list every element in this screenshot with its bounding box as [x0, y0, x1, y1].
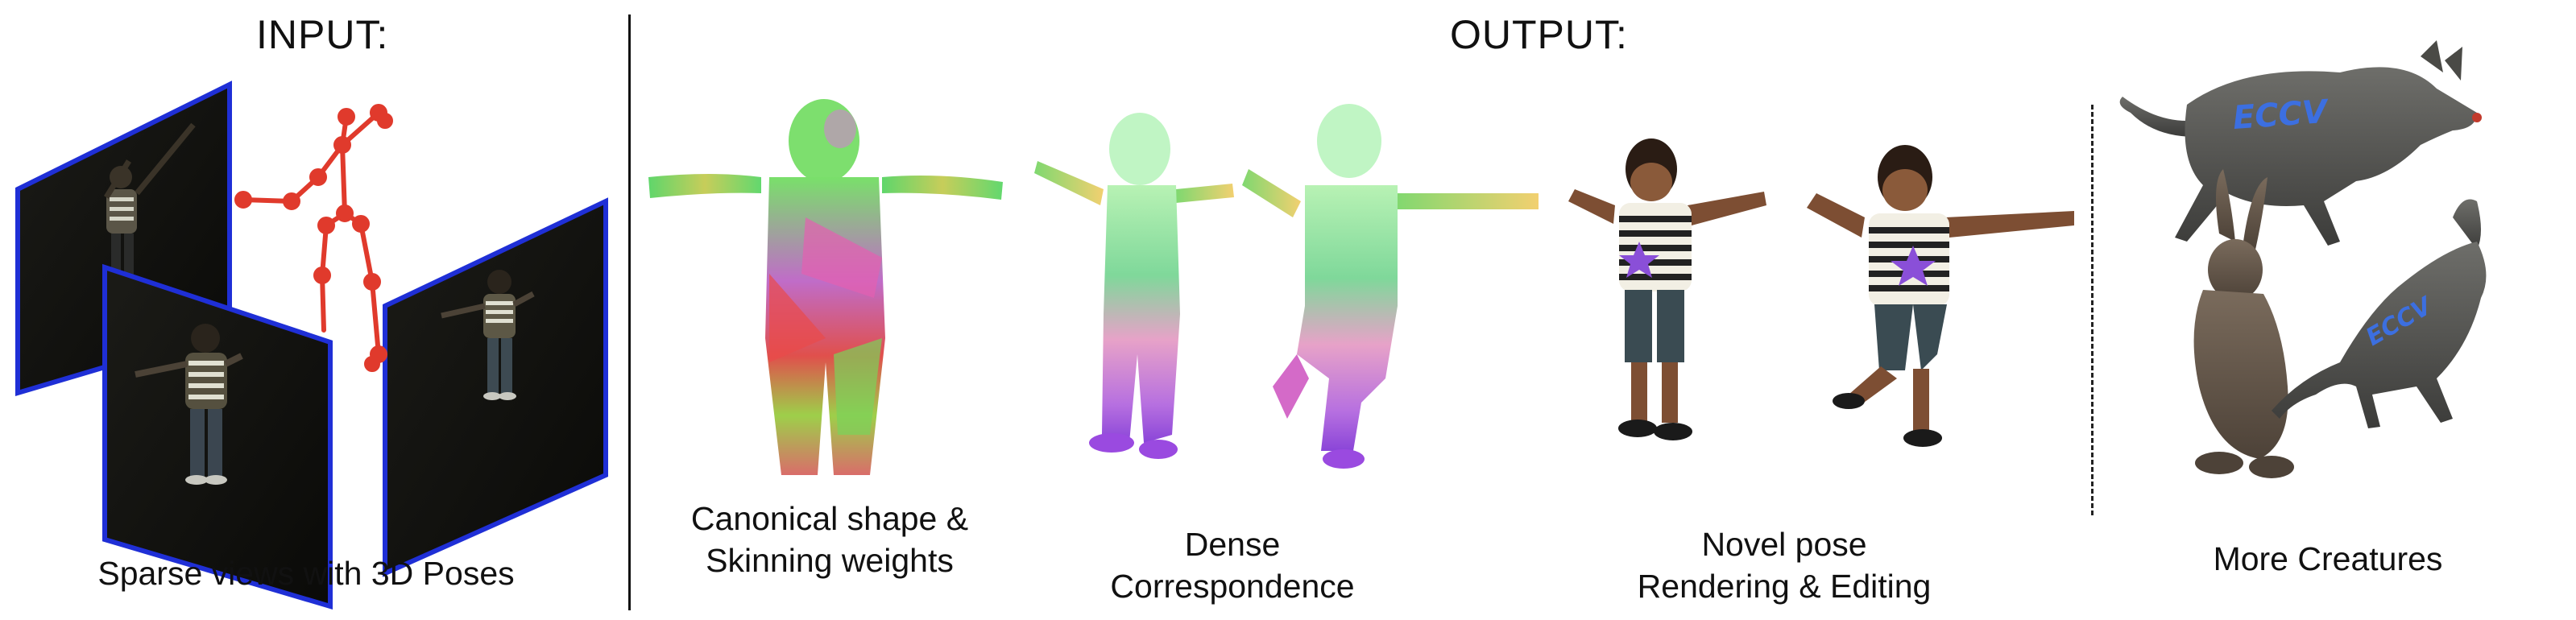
canonical-shape-figure — [648, 99, 1003, 475]
caption-canonical-line2: Skinning weights — [706, 542, 954, 579]
caption-dense-line1: Dense — [1184, 526, 1281, 563]
caption-novel-pose: Novel pose Rendering & Editing — [1599, 523, 1969, 607]
3d-pose-skeleton — [234, 104, 393, 372]
camera-view-right — [383, 197, 608, 577]
wolf-eccv-decal: ECCV — [2231, 93, 2330, 137]
dense-correspondence-figure — [1034, 104, 1539, 469]
caption-canonical-shape: Canonical shape & Skinning weights — [636, 498, 1023, 581]
caption-canonical-line1: Canonical shape & — [690, 500, 969, 537]
caption-dense-correspondence: Dense Correspondence — [1071, 523, 1394, 607]
small-dog-model: ECCV — [2272, 199, 2487, 428]
rabbit-model — [2193, 169, 2294, 478]
dashed-divider — [2091, 105, 2094, 515]
novel-pose-figure — [1568, 138, 2074, 447]
wolf-model: ECCV — [2119, 40, 2482, 246]
output-header: OUTPUT: — [1450, 12, 1628, 57]
star-decal-2 — [1891, 246, 1936, 286]
section-divider — [628, 14, 631, 610]
star-decal-1 — [1619, 242, 1659, 278]
caption-sparse-views: Sparse views with 3D Poses — [97, 555, 515, 592]
caption-dense-line2: Correspondence — [1110, 568, 1355, 605]
creatures-figure: ECCV ECCV — [2119, 40, 2487, 478]
caption-novel-line2: Rendering & Editing — [1637, 568, 1932, 605]
caption-novel-line1: Novel pose — [1701, 526, 1867, 563]
caption-more-creatures: More Creatures — [2213, 540, 2443, 577]
sparse-views-illustration — [15, 81, 608, 610]
rendered-child-1 — [1568, 138, 1766, 440]
correspondence-body-1 — [1034, 113, 1234, 459]
camera-view-center — [102, 263, 333, 610]
rendered-child-2 — [1807, 145, 2074, 447]
correspondence-body-2 — [1242, 104, 1539, 469]
input-header: INPUT: — [256, 12, 389, 57]
